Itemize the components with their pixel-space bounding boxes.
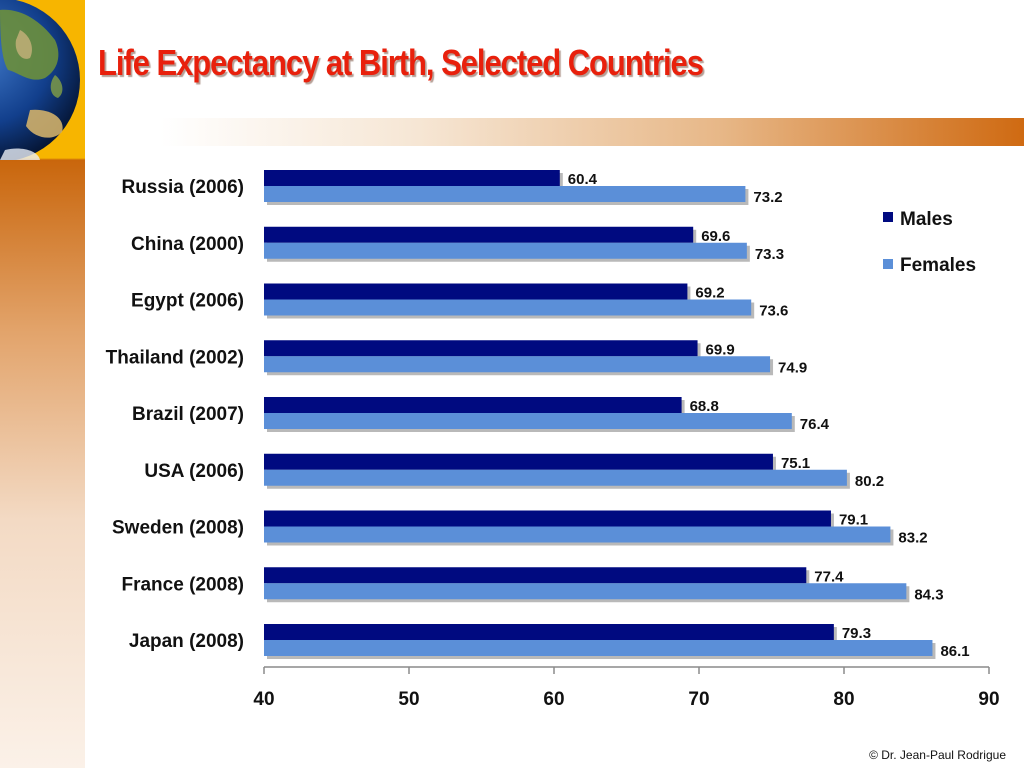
legend-swatch-females: [883, 259, 893, 269]
bar-females: [264, 186, 746, 202]
slide-title: Life Expectancy at Birth, Selected Count…: [98, 42, 704, 83]
data-label-males: 69.2: [695, 285, 724, 302]
data-label-females: 73.3: [755, 246, 784, 263]
category-label: France (2008): [121, 574, 244, 595]
bar-males: [264, 453, 773, 470]
category-label: USA (2006): [144, 461, 244, 482]
data-label-females: 73.6: [759, 303, 788, 320]
bar-males: [264, 397, 682, 413]
data-label-males: 79.3: [842, 625, 871, 642]
title-gradient-rule: [160, 118, 1024, 146]
bar-females: [264, 242, 747, 259]
legend-swatch-males: [883, 212, 893, 222]
category-label: Japan (2008): [129, 631, 244, 652]
data-label-females: 83.2: [898, 530, 927, 547]
data-label-females: 86.1: [940, 643, 969, 660]
bar-males: [264, 226, 694, 243]
legend-label-females: Females: [900, 255, 976, 276]
data-label-females: 73.2: [753, 189, 782, 206]
x-tick-label: 60: [543, 689, 564, 710]
data-label-females: 84.3: [914, 586, 943, 603]
bar-males: [264, 624, 834, 640]
category-label: Egypt (2006): [131, 291, 244, 312]
category-label: Sweden (2008): [112, 518, 244, 539]
data-label-males: 75.1: [781, 455, 810, 472]
globe-icon: [0, 0, 85, 160]
category-label: Brazil (2007): [132, 404, 244, 425]
category-label: Thailand (2002): [106, 347, 244, 368]
data-label-females: 74.9: [778, 359, 807, 376]
data-label-females: 80.2: [855, 473, 884, 490]
x-tick-label: 90: [978, 689, 999, 710]
x-tick-label: 50: [398, 689, 419, 710]
x-tick-label: 80: [833, 689, 854, 710]
data-label-males: 77.4: [814, 568, 844, 585]
copyright-notice: © Dr. Jean-Paul Rodrigue: [869, 748, 1006, 762]
data-label-males: 60.4: [568, 171, 598, 188]
category-label: China (2000): [131, 234, 244, 255]
category-label: Russia (2006): [121, 177, 244, 198]
data-label-males: 79.1: [839, 512, 868, 529]
data-label-males: 69.6: [701, 228, 730, 245]
bar-males: [264, 510, 831, 527]
bar-females: [264, 299, 752, 316]
bar-females: [264, 526, 891, 543]
x-tick-label: 40: [253, 689, 274, 710]
bar-females: [264, 413, 792, 429]
x-tick-label: 70: [688, 689, 709, 710]
bar-females: [264, 356, 771, 373]
bar-males: [264, 170, 560, 186]
data-label-males: 68.8: [690, 398, 719, 415]
legend-label-males: Males: [900, 209, 953, 230]
data-label-males: 69.9: [706, 341, 735, 358]
bar-males: [264, 340, 698, 357]
bar-males: [264, 567, 807, 584]
bar-females: [264, 583, 907, 600]
data-label-females: 76.4: [800, 416, 830, 433]
bar-females: [264, 469, 847, 486]
bar-males: [264, 283, 688, 300]
bar-females: [264, 640, 933, 656]
